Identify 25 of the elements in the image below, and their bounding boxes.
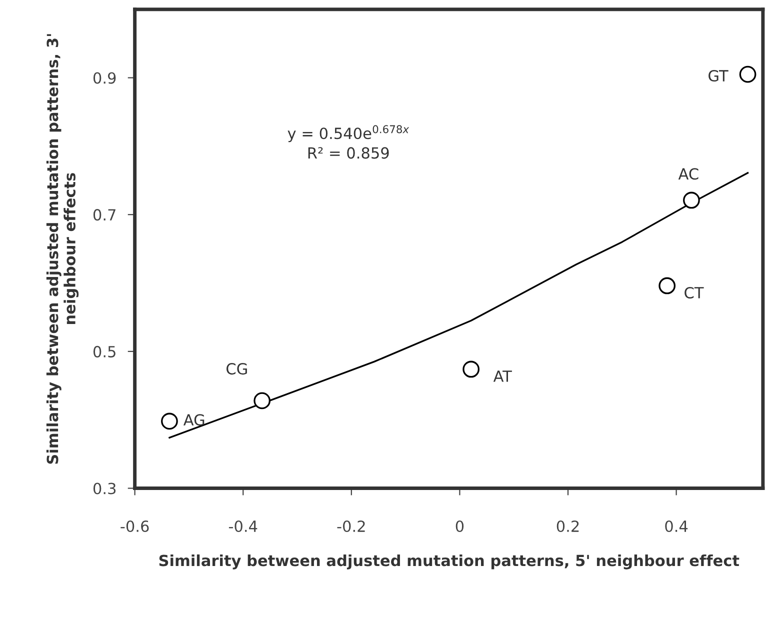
x-tick-label: 0 (456, 520, 464, 532)
annotation: CT (684, 286, 704, 299)
x-tick-label: -0.4 (228, 520, 258, 532)
y-tick-label: 0.5 (93, 346, 116, 358)
annotation: AG (183, 414, 204, 426)
point (462, 360, 480, 378)
annotation: AT (493, 370, 512, 382)
point (658, 277, 676, 294)
x-tick-label: -0.2 (337, 520, 365, 532)
point (254, 392, 271, 410)
x-tick-label: 0.4 (665, 520, 688, 532)
x-axis-title: Similarity between adjusted mutation patterns, 5' neighbour effect (159, 554, 740, 570)
y-tick-label: 0.3 (93, 482, 116, 494)
annotation: GT (708, 70, 728, 82)
y-tick-label: 0.9 (93, 72, 116, 84)
point (683, 192, 700, 209)
y-tick-label: 0.7 (93, 209, 116, 221)
y-axis-title: Similarity between adjusted mutation patterns, 3' neighbour effects (46, 34, 79, 464)
x-tick-label: -0.6 (120, 520, 149, 532)
point (739, 66, 756, 83)
x-tick-label: 0.2 (556, 520, 579, 532)
point (161, 412, 178, 430)
annotation: AC (678, 168, 698, 180)
text: y = 0.540e$^{0.678x}$ R² = 0.859 (288, 125, 410, 159)
annotation: CG (226, 363, 247, 375)
